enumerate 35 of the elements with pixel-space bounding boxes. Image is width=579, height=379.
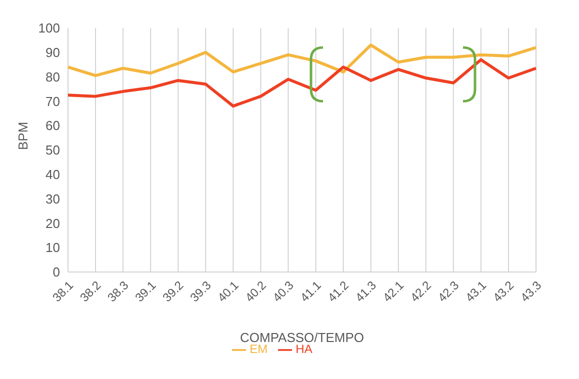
y-axis-title: BPM bbox=[16, 122, 31, 150]
x-tick-label: 43.3 bbox=[518, 278, 544, 305]
x-tick-label: 40.3 bbox=[270, 278, 297, 305]
y-tick-label: 50 bbox=[46, 142, 60, 158]
y-tick-label: 20 bbox=[46, 216, 60, 231]
x-tick-label: 40.1 bbox=[214, 278, 242, 305]
x-tick-label: 40.2 bbox=[242, 278, 270, 305]
y-tick-label: 90 bbox=[46, 45, 60, 60]
y-tick-label: 60 bbox=[46, 118, 60, 134]
x-tick-label: 38.2 bbox=[77, 278, 104, 305]
x-tick-label: 39.1 bbox=[132, 278, 159, 305]
x-tick-label: 42.3 bbox=[435, 278, 462, 305]
legend-label: HA bbox=[296, 342, 312, 356]
x-axis-title: COMPASSO/TEMPO bbox=[240, 330, 364, 345]
x-tick-label: 43.1 bbox=[462, 278, 490, 305]
x-tick-label: 42.2 bbox=[408, 278, 434, 305]
x-tick-label: 38.3 bbox=[104, 278, 132, 305]
y-tick-label: 10 bbox=[46, 240, 60, 256]
x-tick-label: 39.3 bbox=[187, 278, 214, 305]
x-tick-label: 39.2 bbox=[160, 278, 186, 305]
line-series bbox=[66, 44, 538, 78]
x-tick-label: 41.2 bbox=[325, 278, 352, 305]
line-series bbox=[66, 58, 538, 108]
y-tick-label: 80 bbox=[46, 69, 60, 84]
x-tick-label: 43.2 bbox=[490, 278, 517, 305]
x-tick-label: 41.1 bbox=[297, 278, 324, 305]
y-tick-label: 30 bbox=[46, 191, 60, 206]
x-tick-label: 42.1 bbox=[380, 278, 407, 305]
y-tick-label: 40 bbox=[46, 167, 60, 182]
x-tick-label: 38.1 bbox=[50, 278, 76, 305]
y-tick-label: 0 bbox=[52, 264, 60, 280]
y-tick-label: 70 bbox=[46, 94, 60, 109]
legend-label: EM bbox=[250, 342, 268, 356]
x-tick-label: 41.3 bbox=[352, 278, 380, 305]
y-tick-label: 100 bbox=[38, 20, 60, 36]
